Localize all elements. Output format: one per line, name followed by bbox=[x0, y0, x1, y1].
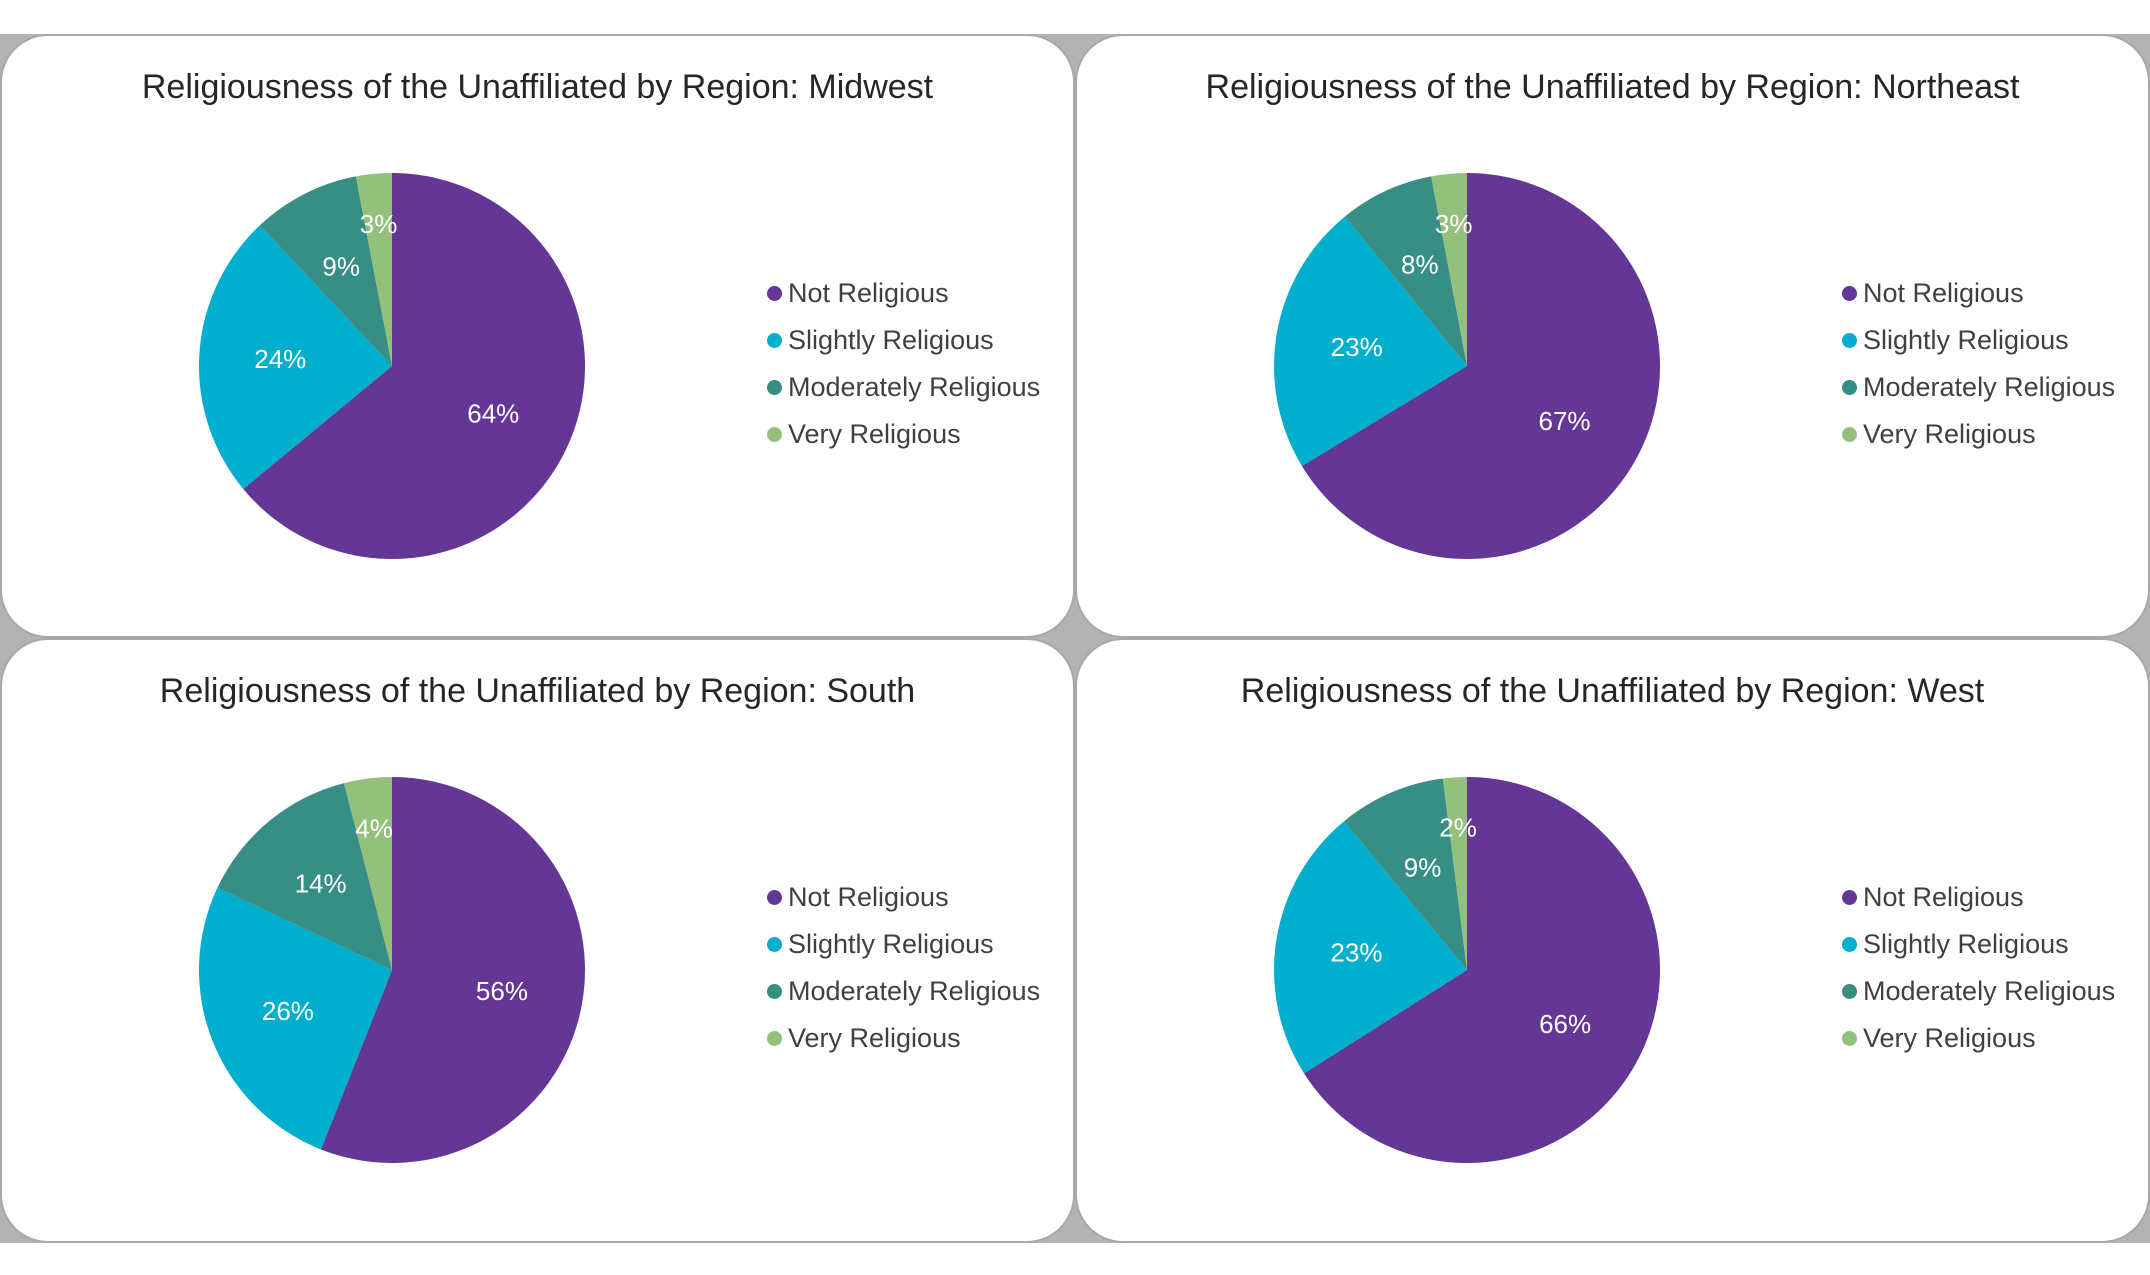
legend-item-moderately-religious: Moderately Religious bbox=[767, 364, 1040, 411]
legend-label: Not Religious bbox=[788, 882, 949, 912]
pie-slice-very-religious bbox=[1431, 173, 1467, 366]
pie-slice-very-religious bbox=[355, 173, 392, 366]
legend: Not Religious Slightly Religious Moderat… bbox=[1842, 874, 2115, 1062]
legend-marker bbox=[1842, 380, 1857, 395]
data-label: 23% bbox=[1331, 332, 1383, 362]
legend-marker bbox=[767, 1031, 782, 1046]
legend-marker bbox=[767, 984, 782, 999]
legend-label: Not Religious bbox=[788, 278, 949, 308]
legend-label: Moderately Religious bbox=[1863, 372, 2116, 402]
chart-panel-midwest: Religiousness of the Unaffiliated by Reg… bbox=[0, 34, 1075, 638]
data-label: 9% bbox=[322, 251, 360, 281]
data-label: 14% bbox=[295, 869, 347, 899]
legend-item-moderately-religious: Moderately Religious bbox=[767, 968, 1040, 1015]
data-label: 4% bbox=[355, 813, 393, 843]
legend-marker bbox=[767, 890, 782, 905]
legend-item-very-religious: Very Religious bbox=[1842, 411, 2115, 458]
legend-label: Slightly Religious bbox=[788, 325, 994, 355]
legend: Not Religious Slightly Religious Moderat… bbox=[767, 874, 1040, 1062]
legend-label: Not Religious bbox=[1863, 278, 2024, 308]
legend-item-slightly-religious: Slightly Religious bbox=[767, 317, 1040, 364]
legend-label: Very Religious bbox=[1863, 1023, 2036, 1053]
pie-slice-moderately-religious bbox=[217, 783, 392, 970]
legend-label: Very Religious bbox=[788, 1023, 961, 1053]
legend-marker bbox=[767, 380, 782, 395]
legend-item-not-religious: Not Religious bbox=[1842, 874, 2115, 921]
pie-chart: 64% 24% 9%3% bbox=[199, 173, 585, 559]
data-label: 23% bbox=[1330, 937, 1382, 967]
legend-label: Very Religious bbox=[1863, 419, 2036, 449]
legend-item-moderately-religious: Moderately Religious bbox=[1842, 968, 2115, 1015]
chart-title: Religiousness of the Unaffiliated by Reg… bbox=[1240, 672, 1985, 710]
pie-slice-moderately-religious bbox=[1344, 176, 1467, 366]
legend-item-slightly-religious: Slightly Religious bbox=[1842, 317, 2115, 364]
pie-slice-moderately-religious bbox=[1343, 778, 1467, 970]
legend-label: Moderately Religious bbox=[788, 976, 1041, 1006]
pie-chart: 67% 23% 8% 3% bbox=[1274, 173, 1660, 559]
legend-item-slightly-religious: Slightly Religious bbox=[767, 921, 1040, 968]
data-label: 56% bbox=[476, 976, 528, 1006]
legend-marker bbox=[1842, 286, 1857, 301]
chart-title: Religiousness of the Unaffiliated by Reg… bbox=[159, 672, 916, 710]
legend-label: Moderately Religious bbox=[788, 372, 1041, 402]
pie-slice-not-religious bbox=[243, 173, 585, 559]
data-label: 9% bbox=[1404, 852, 1442, 882]
legend-label: Very Religious bbox=[788, 419, 961, 449]
legend: Not Religious Slightly Religious Moderat… bbox=[767, 270, 1040, 458]
legend-marker bbox=[1842, 890, 1857, 905]
chart-panel-south: Religiousness of the Unaffiliated by Reg… bbox=[0, 638, 1075, 1243]
pie-slice-slightly-religious bbox=[199, 887, 392, 1150]
pie-slice-slightly-religious bbox=[1274, 216, 1467, 466]
data-label: 67% bbox=[1538, 406, 1590, 436]
legend-item-very-religious: Very Religious bbox=[767, 1015, 1040, 1062]
legend-marker bbox=[767, 937, 782, 952]
legend-item-very-religious: Very Religious bbox=[1842, 1015, 2115, 1062]
pie-slice-not-religious bbox=[1301, 173, 1660, 559]
legend-marker bbox=[1842, 937, 1857, 952]
legend-item-slightly-religious: Slightly Religious bbox=[1842, 921, 2115, 968]
pie-slice-very-religious bbox=[1442, 777, 1467, 970]
legend-marker bbox=[767, 286, 782, 301]
data-label: 3% bbox=[360, 209, 398, 239]
data-label: 8% bbox=[1401, 250, 1439, 280]
data-label: 24% bbox=[254, 344, 306, 374]
data-label: 64% bbox=[467, 399, 519, 429]
legend-marker bbox=[1842, 427, 1857, 442]
legend-item-very-religious: Very Religious bbox=[767, 411, 1040, 458]
legend-label: Slightly Religious bbox=[1863, 325, 2069, 355]
pie-slice-moderately-religious bbox=[259, 176, 392, 366]
legend-label: Moderately Religious bbox=[1863, 976, 2116, 1006]
chart-title: Religiousness of the Unaffiliated by Reg… bbox=[1205, 68, 2020, 106]
pie-slice-not-religious bbox=[320, 777, 585, 1163]
legend-marker bbox=[767, 427, 782, 442]
legend-label: Slightly Religious bbox=[1863, 929, 2069, 959]
legend: Not Religious Slightly Religious Moderat… bbox=[1842, 270, 2115, 458]
legend-marker bbox=[767, 333, 782, 348]
legend-item-not-religious: Not Religious bbox=[1842, 270, 2115, 317]
pie-slice-slightly-religious bbox=[1274, 821, 1467, 1074]
data-label: 26% bbox=[262, 996, 314, 1026]
pie-chart: 56% 26% 14% 4% bbox=[199, 777, 585, 1163]
legend-marker bbox=[1842, 333, 1857, 348]
chart-title: Religiousness of the Unaffiliated by Reg… bbox=[141, 68, 934, 106]
data-label: 66% bbox=[1539, 1009, 1591, 1039]
pie-slice-not-religious bbox=[1304, 777, 1660, 1163]
chart-panel-west: Religiousness of the Unaffiliated by Reg… bbox=[1075, 638, 2150, 1243]
pie-slice-very-religious bbox=[344, 777, 392, 970]
data-label: 2% bbox=[1439, 812, 1477, 842]
legend-marker bbox=[1842, 984, 1857, 999]
legend-label: Not Religious bbox=[1863, 882, 2024, 912]
legend-marker bbox=[1842, 1031, 1857, 1046]
pie-slice-slightly-religious bbox=[199, 225, 392, 490]
legend-item-not-religious: Not Religious bbox=[767, 874, 1040, 921]
legend-item-moderately-religious: Moderately Religious bbox=[1842, 364, 2115, 411]
pie-chart: 66% 23% 9% 2% bbox=[1274, 777, 1660, 1163]
data-label: 3% bbox=[1435, 209, 1473, 239]
legend-item-not-religious: Not Religious bbox=[767, 270, 1040, 317]
chart-panel-northeast: Religiousness of the Unaffiliated by Reg… bbox=[1075, 34, 2150, 638]
legend-label: Slightly Religious bbox=[788, 929, 994, 959]
